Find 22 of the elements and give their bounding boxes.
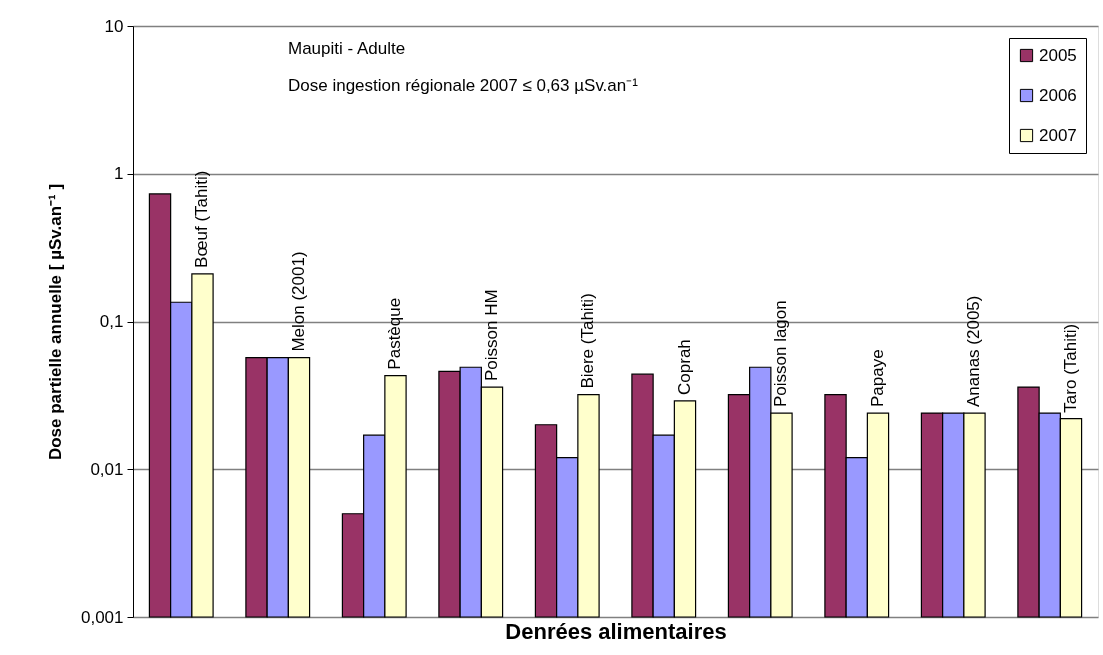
x-tick-label: Poisson lagon [771, 300, 791, 408]
annotation: Dose ingestion régionale 2007 ≤ 0,63 µSv.an⁻¹ [288, 76, 639, 95]
y-tick-label: 0,1 [99, 312, 124, 331]
y-tick-label: 0,001 [80, 607, 124, 627]
y-tick-label: 0,01 [90, 459, 124, 479]
x-tick-label: Taro (Tahiti) [1060, 323, 1080, 413]
x-tick-label: Melon (2001) [288, 251, 308, 352]
x-tick-label: Ananas (2005) [964, 295, 984, 408]
x-tick-label: Coprah [674, 339, 694, 395]
legend-label: 2005 [1039, 45, 1077, 65]
x-tick-label: Papaye [867, 349, 887, 408]
x-tick-label: Bœuf (Tahiti) [192, 170, 212, 268]
x-axis-title: Denrées alimentaires [505, 618, 727, 644]
x-tick-label: Poisson HM [481, 289, 501, 382]
x-tick-label: Biere (Tahiti) [578, 293, 598, 389]
y-tick-label: 1 [114, 164, 124, 184]
legend-label: 2007 [1039, 125, 1077, 145]
x-tick-label: Pastèque [385, 297, 405, 370]
y-tick-label: 10 [104, 16, 124, 36]
annotation: Maupiti - Adulte [288, 39, 406, 58]
legend-label: 2006 [1039, 85, 1077, 105]
y-axis-title: Dose partielle annuelle [ µSv.an⁻¹ ] [45, 183, 65, 461]
